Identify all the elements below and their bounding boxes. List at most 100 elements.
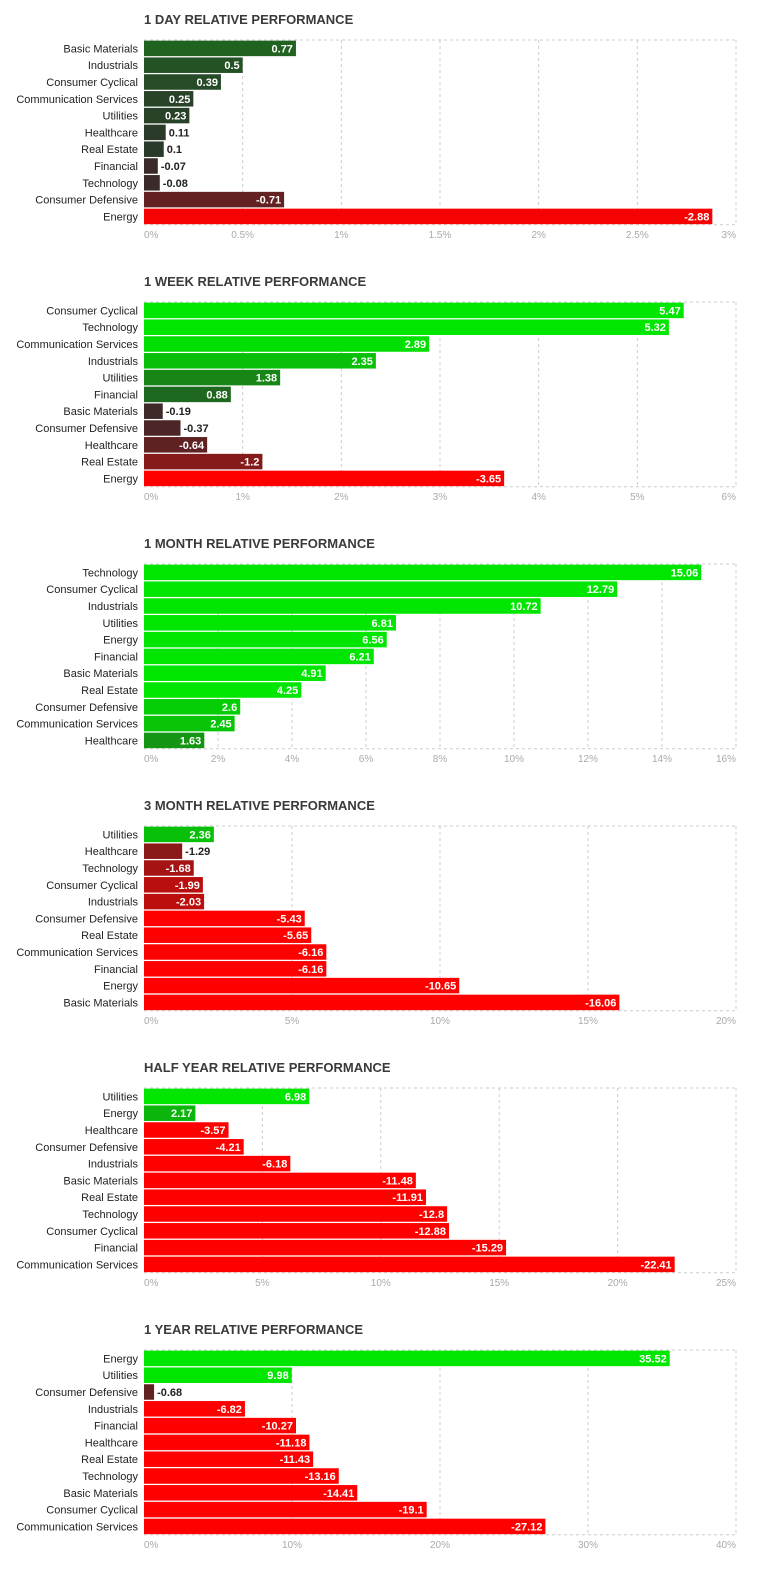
category-label: Consumer Defensive [35,702,138,714]
tick-label: 3% [433,492,448,503]
chart-panel-1-day: 1 DAY RELATIVE PERFORMANCE Basic Materia… [0,0,777,262]
category-label: Industrials [88,356,139,368]
chart-title: HALF YEAR RELATIVE PERFORMANCE [144,1060,391,1075]
bar [144,1401,245,1417]
data-label: 0.5 [224,60,239,72]
tick-label: 0% [144,230,159,241]
bar-chart: Technology 15.06 Consumer Cyclical 12.79 Ind… [16,563,737,765]
grid [144,825,737,1012]
data-label: -5.43 [277,913,302,925]
data-label: -11.18 [276,1437,307,1449]
bar [144,158,158,174]
category-label: Energy [103,211,138,223]
tick-label: 30% [578,1540,598,1551]
tick-label: 5% [630,492,645,503]
data-label: 6.21 [349,651,370,663]
category-label: Basic Materials [63,997,138,1009]
bar [144,910,305,927]
category-label: Consumer Cyclical [46,584,138,596]
data-label: -14.41 [323,1488,354,1500]
category-label: Utilities [103,618,139,630]
grid [144,39,737,226]
bar [144,994,620,1011]
data-label: -4.21 [216,1142,241,1154]
bar [144,1172,416,1189]
bar [144,944,327,960]
bar [144,1088,310,1105]
data-label: 5.47 [659,305,680,317]
data-label: -6.16 [298,947,323,959]
bar [144,1518,546,1535]
bar [144,208,713,225]
tick-label: 0% [144,754,159,765]
category-label: Consumer Cyclical [46,1226,138,1238]
category-label: Energy [103,981,138,993]
chart-panel-1-week: 1 WEEK RELATIVE PERFORMANCE Consumer Cyc… [0,262,777,524]
tick-label: 10% [282,1540,302,1551]
category-label: Industrials [88,601,139,613]
data-label: -0.37 [184,423,209,435]
category-label: Financial [94,1421,138,1433]
bar [144,420,181,436]
category-label: Basic Materials [63,43,138,55]
category-label: Energy [103,473,138,485]
tick-label: 15% [578,1016,598,1027]
tick-label: 10% [371,1278,391,1289]
data-label: -1.68 [166,863,191,875]
data-label: -22.41 [640,1259,671,1271]
category-label: Consumer Cyclical [46,77,138,89]
bar [144,1256,675,1273]
category-label: Energy [103,1108,138,1120]
data-label: -12.88 [415,1226,446,1238]
category-label: Real Estate [81,1454,138,1466]
data-label: -1.29 [185,846,210,858]
data-label: 0.39 [197,77,218,89]
category-label: Communication Services [16,1521,138,1533]
bar [144,336,430,352]
bar [144,1239,507,1256]
bar [144,1384,155,1400]
data-label: 2.89 [405,339,426,351]
bar [144,1155,291,1172]
data-label: 4.91 [301,668,322,680]
data-label: -27.12 [511,1521,542,1533]
category-label: Utilities [103,1091,139,1103]
data-label: 0.88 [206,389,227,401]
chart-panel-half-year: HALF YEAR RELATIVE PERFORMANCE Utilities… [0,1048,777,1310]
category-label: Utilities [103,1370,139,1382]
bar-chart: Utilities 6.98 Energy 2.17 Healthcare -3.57 Co… [16,1087,737,1289]
bar [144,1189,427,1205]
category-label: Communication Services [16,1259,138,1271]
category-label: Basic Materials [63,668,138,680]
tick-label: 10% [504,754,524,765]
bar [144,319,669,335]
tick-label: 1% [334,230,349,241]
category-label: Healthcare [85,127,138,139]
tick-label: 40% [716,1540,736,1551]
data-label: -11.91 [392,1192,423,1204]
tick-label: 20% [716,1016,736,1027]
category-label: Basic Materials [63,1175,138,1187]
category-label: Energy [103,1353,138,1365]
category-label: Communication Services [16,947,138,959]
data-label: 10.72 [510,601,538,613]
tick-label: 0% [144,1540,159,1551]
category-label: Consumer Cyclical [46,1505,138,1517]
data-label: 2.6 [222,702,237,714]
data-label: 0.77 [272,43,293,55]
category-label: Industrials [88,897,139,909]
bar [144,191,285,208]
data-label: 12.79 [587,584,615,596]
data-label: 0.11 [169,127,190,139]
category-label: Technology [82,1209,138,1221]
bar [144,826,214,843]
tick-label: 15% [489,1278,509,1289]
tick-label: 1% [235,492,250,503]
category-label: Financial [94,161,138,173]
chart-panel-1-month: 1 MONTH RELATIVE PERFORMANCE Technology 1… [0,524,777,786]
category-label: Healthcare [85,735,138,747]
tick-label: 5% [285,1016,300,1027]
chart-title: 1 DAY RELATIVE PERFORMANCE [144,12,354,27]
tick-label: 0% [144,492,159,503]
